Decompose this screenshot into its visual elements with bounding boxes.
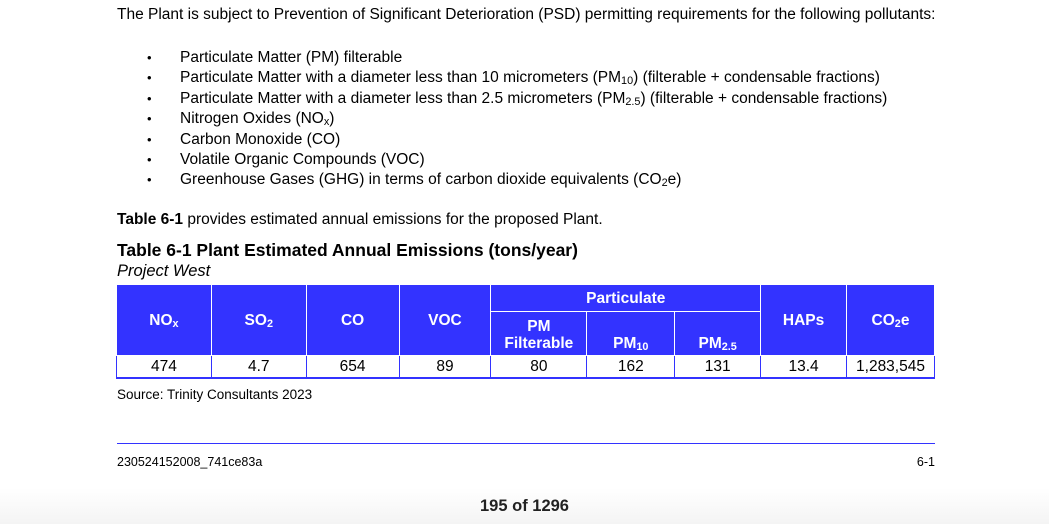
- list-item: • Volatile Organic Compounds (VOC): [117, 150, 887, 170]
- cell-co: 654: [305, 355, 400, 379]
- list-item: • Particulate Matter with a diameter less…: [147, 89, 888, 108]
- list-item: • Particulate Matter (PM) filterable: [117, 48, 887, 68]
- col-header-pm25: PM2.5: [674, 311, 762, 356]
- cell-nox: 474: [116, 355, 212, 379]
- col-header-haps: HAPs: [760, 285, 847, 356]
- col-header-co2e: CO2e: [846, 285, 935, 356]
- col-header-pm-filterable: PM Filterable: [490, 311, 588, 356]
- list-item: • Particulate Matter with a diameter less…: [147, 69, 880, 88]
- table-subtitle: Project West: [117, 262, 211, 280]
- cell-voc: 89: [398, 355, 492, 379]
- cell-co2e: 1,283,545: [846, 355, 935, 379]
- table-reference-sentence: Table 6-1 provides estimated annual emis…: [117, 211, 603, 228]
- cell-so2: 4.7: [210, 355, 307, 379]
- col-header-nox: NOx: [116, 285, 212, 356]
- intro-paragraph: The Plant is subject to Prevention of Si…: [117, 6, 936, 23]
- table-row: 474 4.7 654 89 80 162 131 13.4 1,283,545: [116, 355, 935, 379]
- col-header-pm10: PM10: [586, 311, 676, 356]
- bullet-icon: •: [147, 131, 152, 147]
- col-header-co: CO: [305, 285, 400, 356]
- list-item: • Greenhouse Gases (GHG) in terms of carb…: [147, 171, 682, 190]
- col-header-voc: VOC: [398, 285, 492, 356]
- emissions-table: NOx SO2 CO VOC Particulate HAPs CO2e PM …: [116, 285, 935, 379]
- list-item: • Carbon Monoxide (CO): [117, 130, 887, 150]
- page-counter-bar: [0, 488, 1049, 524]
- bullet-icon: •: [147, 90, 152, 106]
- bullet-icon: •: [147, 50, 152, 65]
- footer-divider: [117, 443, 935, 444]
- pollutant-list: • Particulate Matter (PM) filterable • Par…: [117, 48, 887, 191]
- bullet-icon: •: [147, 172, 152, 188]
- col-header-so2: SO2: [210, 285, 307, 356]
- bullet-icon: •: [147, 151, 152, 167]
- cell-pm25: 131: [674, 355, 762, 379]
- group-header-particulate: Particulate: [490, 285, 762, 312]
- cell-pm-filterable: 80: [490, 355, 588, 379]
- bullet-icon: •: [147, 111, 152, 127]
- page-counter: 195 of 1296: [480, 497, 569, 515]
- list-item: • Nitrogen Oxides (NOx): [147, 110, 335, 129]
- table-title: Table 6-1 Plant Estimated Annual Emissio…: [117, 240, 578, 260]
- table-source: Source: Trinity Consultants 2023: [117, 387, 313, 402]
- document-page: The Plant is subject to Prevention of Si…: [116, 6, 936, 469]
- document-id: 230524152008_741ce83a: [117, 455, 263, 469]
- page-number: 6-1: [916, 455, 935, 469]
- cell-pm10: 162: [586, 355, 676, 379]
- bullet-icon: •: [147, 70, 152, 86]
- cell-haps: 13.4: [760, 355, 847, 379]
